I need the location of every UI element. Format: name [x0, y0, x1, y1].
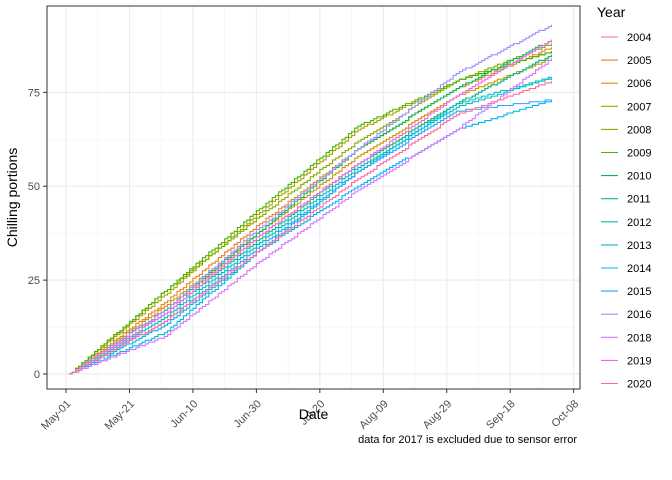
legend-label-2009: 2009 — [627, 148, 651, 160]
series-line-2019 — [69, 39, 552, 375]
legend-label-2020: 2020 — [627, 379, 651, 391]
x-axis-title: Date — [299, 406, 329, 422]
legend-label-2004: 2004 — [627, 32, 651, 44]
legend-title: Year — [597, 4, 626, 20]
series-line-2018 — [69, 58, 552, 375]
legend-label-2011: 2011 — [627, 194, 651, 206]
legend-label-2008: 2008 — [627, 124, 651, 136]
caption: data for 2017 is excluded due to sensor … — [358, 434, 577, 446]
legend-label-2018: 2018 — [627, 332, 651, 344]
y-tick-label: 50 — [28, 181, 40, 193]
legend-label-2007: 2007 — [627, 101, 651, 113]
series-line-2009 — [69, 51, 552, 375]
panel-border — [46, 5, 581, 390]
legend-label-2005: 2005 — [627, 55, 651, 67]
legend-label-2012: 2012 — [627, 217, 651, 229]
legend: Year 2004 2005 2006 2007 2008 2009 2010 2011 201… — [597, 4, 651, 391]
legend-label-2016: 2016 — [627, 309, 651, 321]
legend-label-2010: 2010 — [627, 171, 651, 183]
plot-area — [69, 24, 552, 375]
grid — [47, 6, 580, 389]
legend-label-2015: 2015 — [627, 286, 651, 298]
y-tick-label: 75 — [28, 87, 40, 99]
legend-label-2013: 2013 — [627, 240, 651, 252]
legend-label-2006: 2006 — [627, 78, 651, 90]
legend-label-2019: 2019 — [627, 355, 651, 367]
series-line-2020 — [69, 81, 552, 375]
legend-label-2014: 2014 — [627, 263, 651, 275]
series-line-2016 — [69, 24, 552, 375]
y-tick-label: 25 — [28, 275, 40, 287]
y-tick-label: 0 — [34, 369, 40, 381]
y-axis-title: Chilling portions — [4, 148, 20, 248]
